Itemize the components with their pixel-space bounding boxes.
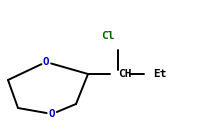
Text: Et: Et	[153, 69, 167, 79]
Text: O: O	[43, 57, 49, 67]
Text: Cl: Cl	[101, 31, 115, 41]
Text: O: O	[49, 109, 55, 119]
Text: CH: CH	[118, 69, 132, 79]
